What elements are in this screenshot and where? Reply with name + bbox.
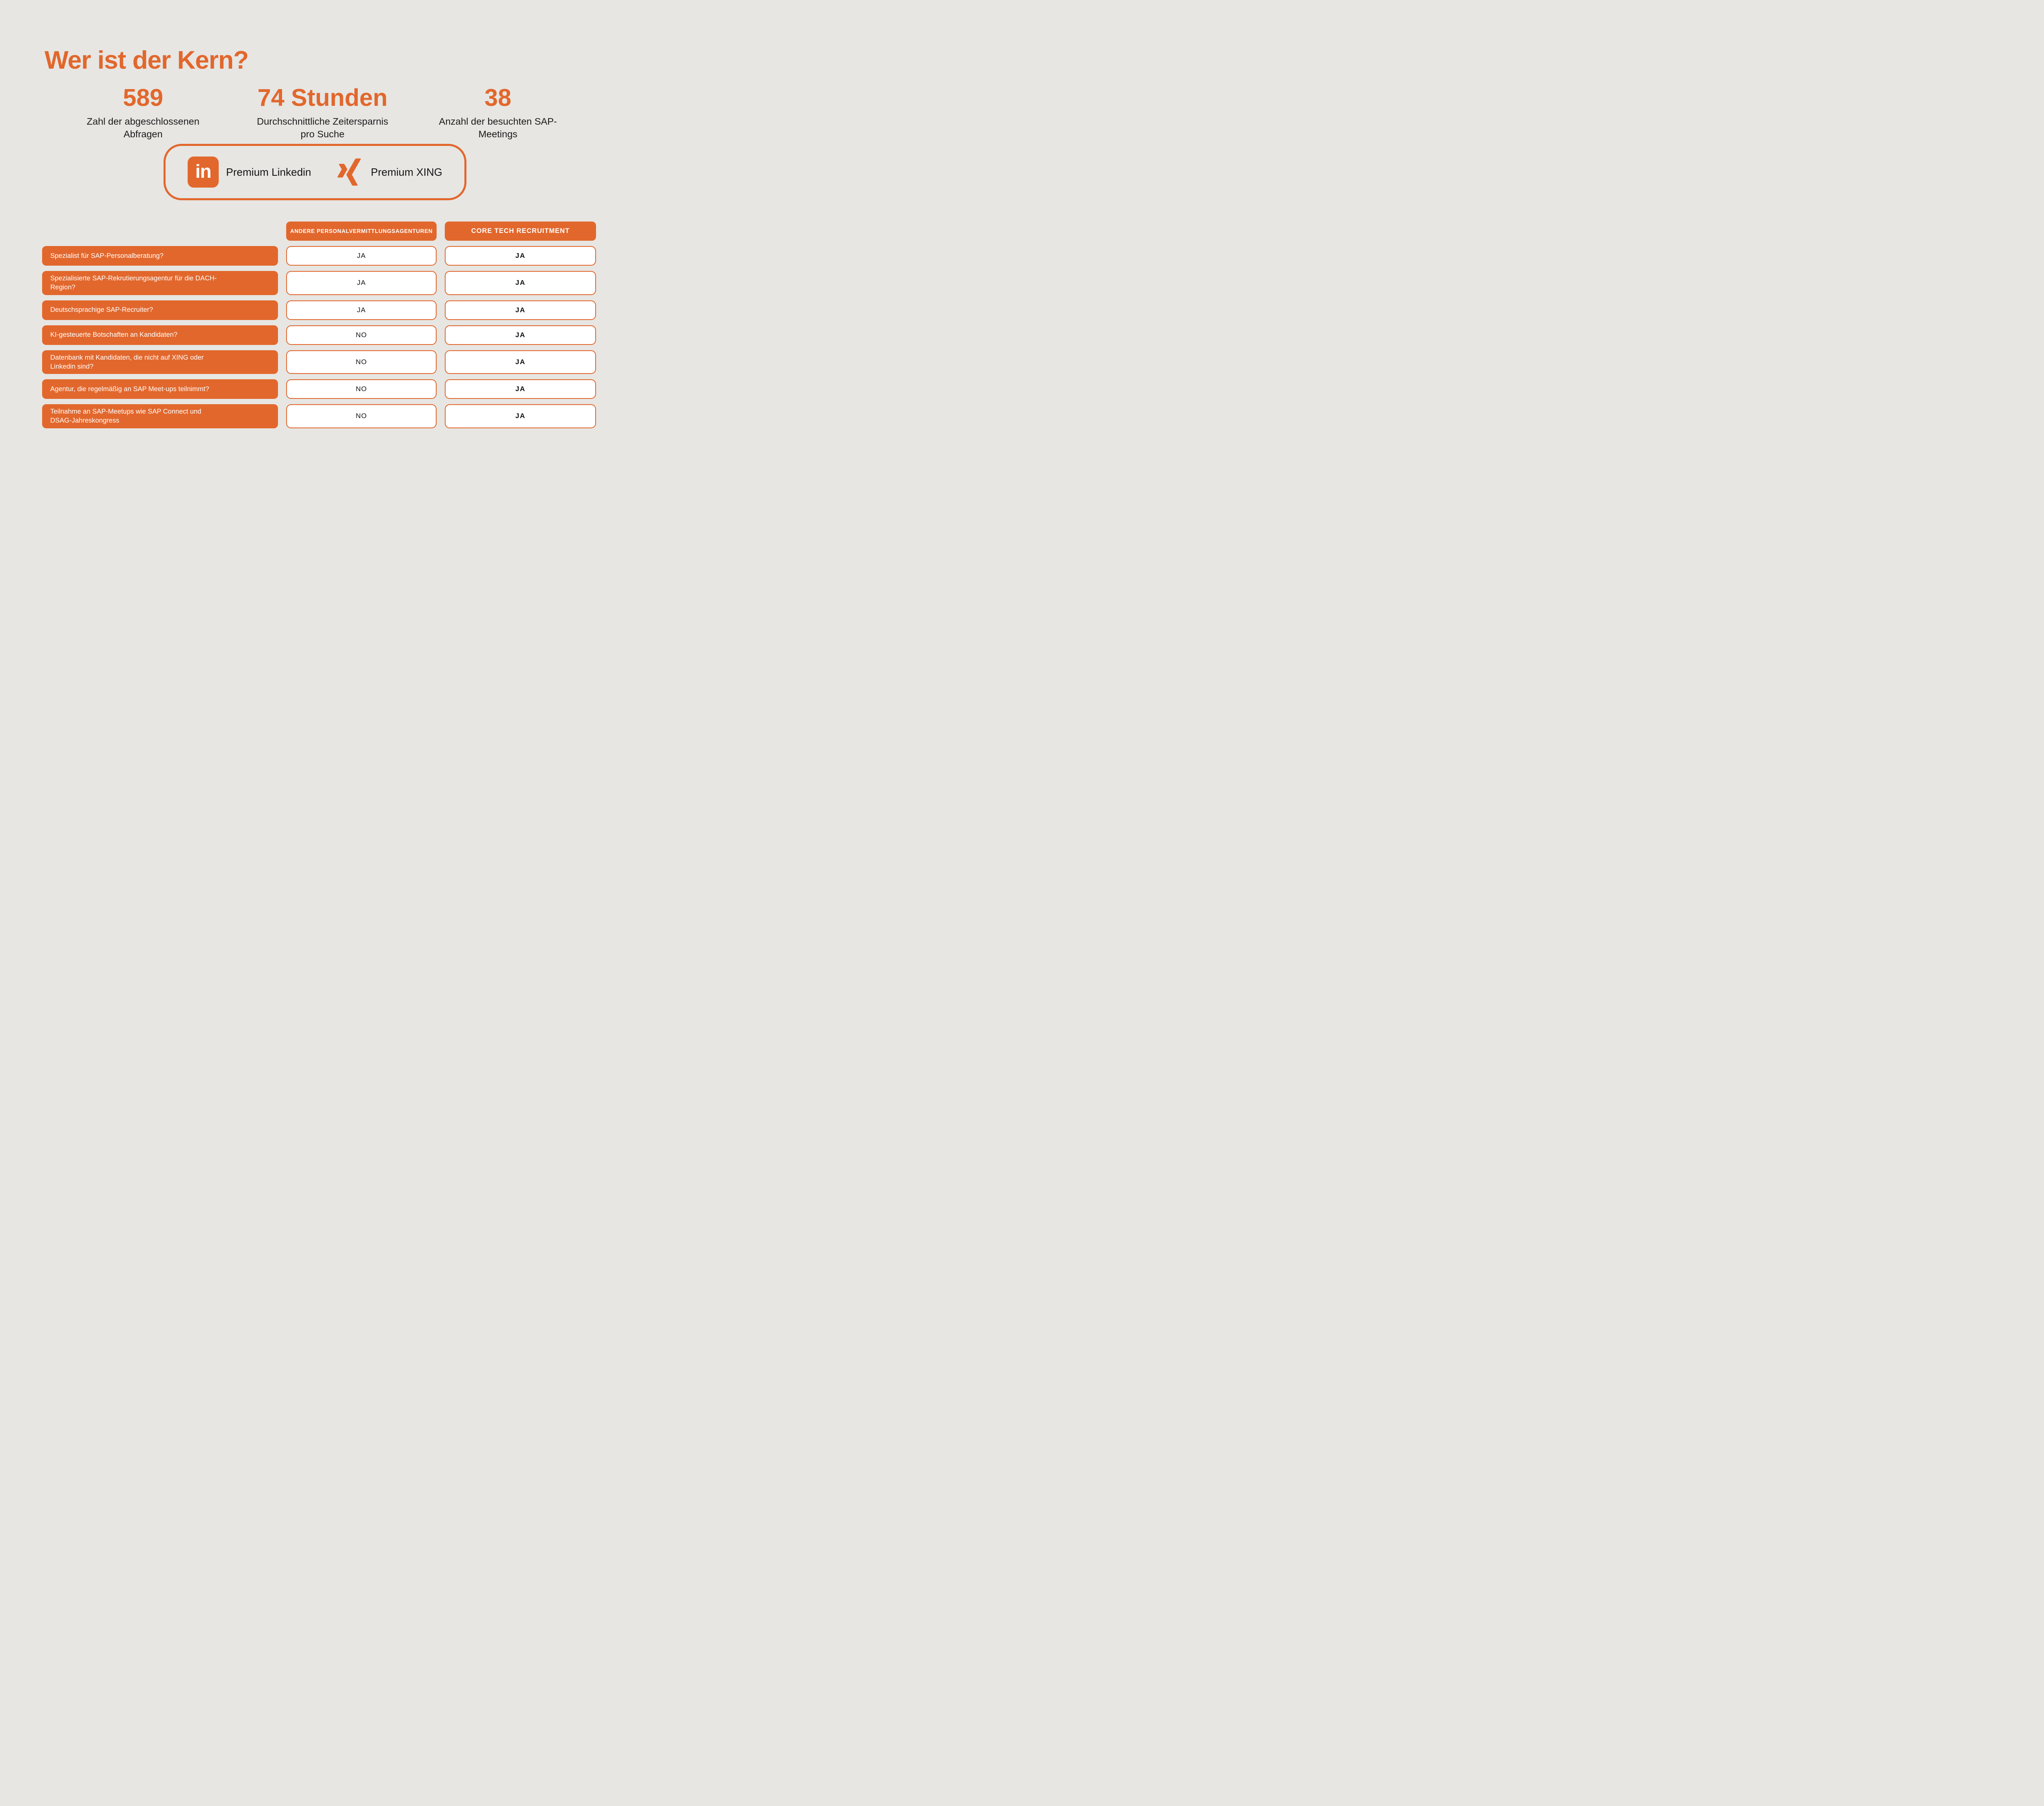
cell-others-german-recruiters: JA xyxy=(286,300,437,320)
linkedin-icon: in xyxy=(188,157,219,188)
cell-others-dach-region: JA xyxy=(286,271,437,295)
header-spacer xyxy=(42,222,278,241)
stat-value-completed-searches: 589 xyxy=(123,84,164,111)
cell-core-sap-connect: JA xyxy=(445,404,596,428)
page-title: Wer ist der Kern? xyxy=(45,46,249,74)
xing-icon xyxy=(337,158,361,186)
cell-others-meetup-agency: NO xyxy=(286,379,437,399)
column-header-other-agencies: ANDERE PERSONALVERMITTLUNGSAGENTUREN xyxy=(286,222,437,241)
cell-core-ai-messages: JA xyxy=(445,325,596,345)
xing-premium-label: Premium XING xyxy=(371,166,442,178)
row-label-sap-connect: Teilnahme an SAP-Meetups wie SAP Connect… xyxy=(42,404,278,428)
stat-value-sap-meetings: 38 xyxy=(484,84,511,111)
stat-caption-sap-meetings: Anzahl der besuchten SAP- Meetings xyxy=(439,116,557,139)
cell-core-sap-consulting: JA xyxy=(445,246,596,266)
stat-sap-meetings: 38 Anzahl der besuchten SAP- Meetings xyxy=(408,86,588,140)
comparison-table: ANDERE PERSONALVERMITTLUNGSAGENTUREN COR… xyxy=(42,222,596,428)
linkedin-icon-glyph: in xyxy=(195,161,212,182)
cell-others-sap-connect: NO xyxy=(286,404,437,428)
stat-caption-completed-searches: Zahl der abgeschlossenen Abfragen xyxy=(87,116,199,139)
cell-others-sap-consulting: JA xyxy=(286,246,437,266)
stat-caption-time-saved: Durchschnittliche Zeitersparnis pro Such… xyxy=(257,116,388,139)
row-label-dach-region: Spezialisierte SAP-Rekrutierungsagentur … xyxy=(42,271,278,295)
row-label-candidate-database: Datenbank mit Kandidaten, die nicht auf … xyxy=(42,350,278,374)
row-label-meetup-agency: Agentur, die regelmäßig an SAP Meet-ups … xyxy=(42,379,278,399)
cell-core-dach-region: JA xyxy=(445,271,596,295)
row-label-german-recruiters: Deutschsprachige SAP-Recruiter? xyxy=(42,300,278,320)
cell-core-german-recruiters: JA xyxy=(445,300,596,320)
row-label-sap-consulting: Spezialist für SAP-Personalberatung? xyxy=(42,246,278,266)
premium-memberships-box: in Premium Linkedin Premium XING xyxy=(164,144,466,200)
column-header-core-tech: CORE TECH RECRUITMENT xyxy=(445,222,596,241)
linkedin-premium-label: Premium Linkedin xyxy=(226,166,312,178)
row-label-ai-messages: KI-gesteuerte Botschaften an Kandidaten? xyxy=(42,325,278,345)
stat-completed-searches: 589 Zahl der abgeschlossenen Abfragen xyxy=(56,86,230,140)
cell-others-ai-messages: NO xyxy=(286,325,437,345)
infographic-canvas: Wer ist der Kern? 589 Zahl der abgeschlo… xyxy=(0,0,639,452)
cell-core-meetup-agency: JA xyxy=(445,379,596,399)
stat-value-time-saved: 74 Stunden xyxy=(258,84,388,111)
cell-core-candidate-database: JA xyxy=(445,350,596,374)
cell-others-candidate-database: NO xyxy=(286,350,437,374)
stat-time-saved: 74 Stunden Durchschnittliche Zeitersparn… xyxy=(228,86,417,140)
